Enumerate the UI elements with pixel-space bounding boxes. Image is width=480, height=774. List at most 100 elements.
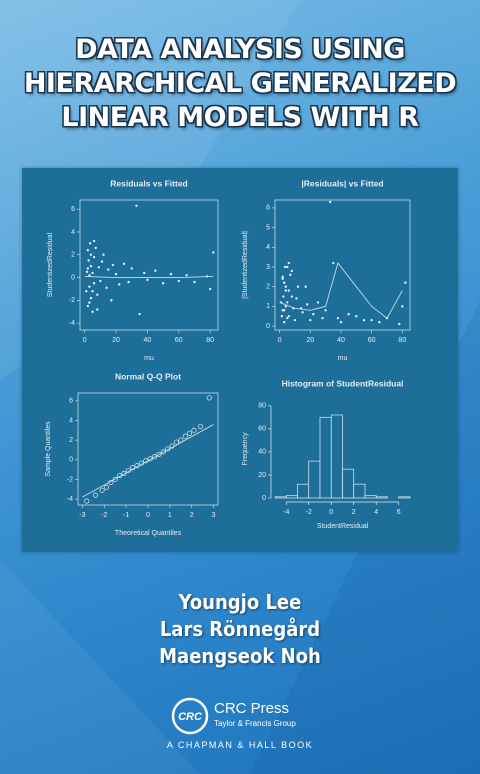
data-point (401, 305, 404, 308)
y-axis-label: StudentizedResidual (47, 232, 54, 297)
data-point (118, 283, 121, 286)
data-point (281, 309, 284, 312)
y-tick-label: -4 (69, 320, 75, 327)
y-axis-label: Sample Quantiles (45, 421, 52, 477)
chart-title: Histogram of StudentResidual (282, 378, 404, 388)
x-tick-label: 2 (190, 512, 194, 519)
y-tick-label: -4 (67, 496, 73, 503)
data-point (85, 270, 89, 274)
publisher-group: Taylor & Francis Group (214, 719, 296, 728)
data-point (290, 295, 294, 298)
x-tick-label: -1 (123, 512, 129, 519)
data-point (287, 315, 291, 318)
fit-line (279, 262, 403, 319)
data-point (97, 266, 101, 269)
y-tick-label: -2 (67, 476, 73, 483)
data-point (135, 204, 138, 207)
data-point (110, 299, 113, 302)
x-tick-label: 0 (329, 509, 333, 516)
data-point (286, 301, 289, 304)
histogram-bar (342, 468, 355, 499)
author: Maengseok Noh (159, 644, 321, 668)
y-tick-label: 4 (71, 229, 75, 236)
data-point (362, 318, 366, 322)
histogram-bar (308, 460, 321, 499)
x-tick-label: 20 (112, 337, 120, 344)
data-point (287, 289, 291, 292)
y-tick-label: 2 (266, 284, 270, 291)
data-point (114, 272, 118, 276)
data-point (206, 395, 212, 401)
data-point (283, 281, 286, 284)
data-point (146, 278, 149, 282)
data-point (306, 303, 309, 306)
data-point (88, 285, 91, 288)
data-point (86, 304, 90, 308)
y-tick-label: 0 (266, 323, 270, 330)
data-point (105, 286, 108, 290)
data-point (289, 273, 292, 277)
data-point (295, 297, 298, 300)
data-point (332, 261, 335, 265)
x-tick-label: 0 (278, 337, 282, 344)
histogram-bar (274, 496, 287, 499)
data-point (191, 427, 197, 433)
data-point (91, 310, 94, 313)
y-tick-label: -2 (69, 297, 75, 304)
x-tick-label: 60 (368, 337, 376, 344)
data-point (99, 487, 105, 493)
data-point (100, 260, 104, 263)
y-tick-label: 4 (266, 244, 270, 251)
y-tick-label: 3 (266, 264, 270, 271)
data-point (112, 476, 118, 483)
title-line: LINEAR MODELS WITH R (61, 102, 419, 133)
data-point (122, 262, 126, 266)
data-point (296, 285, 300, 288)
histogram-bar (330, 414, 343, 499)
data-point (193, 280, 196, 284)
x-tick-label: 40 (144, 337, 152, 344)
y-tick-label: 20 (258, 472, 266, 479)
data-point (89, 296, 93, 300)
x-tick-label: 6 (397, 509, 401, 516)
histogram-bar (375, 496, 388, 499)
data-point (281, 277, 284, 280)
y-tick-label: 0 (262, 495, 266, 502)
data-point (212, 251, 215, 254)
data-point (312, 313, 315, 316)
y-tick-label: 6 (71, 206, 75, 213)
data-point (130, 267, 133, 270)
data-point (92, 239, 96, 243)
y-axis-label: |StudentizedResidual| (242, 231, 249, 299)
x-tick-label: 1 (168, 512, 172, 519)
title-line: HIERARCHICAL GENERALIZED (23, 68, 457, 99)
x-axis-label: mu (144, 355, 154, 362)
x-tick-label: 2 (352, 509, 356, 516)
data-point (370, 318, 373, 322)
data-point (283, 320, 286, 324)
y-tick-label: 6 (69, 398, 73, 405)
y-tick-label: 2 (71, 252, 75, 259)
fit-line (84, 275, 214, 278)
plot-frame (274, 199, 411, 331)
data-point (187, 430, 193, 436)
data-point (161, 282, 165, 285)
data-point (152, 454, 158, 460)
logo-ring (171, 697, 209, 735)
data-point (284, 285, 287, 288)
histogram-bar (319, 416, 332, 499)
data-point (293, 318, 297, 322)
y-tick-label: 2 (69, 437, 73, 444)
data-point (398, 322, 401, 326)
data-point (102, 253, 105, 256)
x-axis-label: mu (338, 355, 348, 362)
x-axis-label: Theoretical Quantiles (115, 530, 182, 537)
y-tick-label: 1 (266, 303, 270, 310)
data-point (91, 290, 94, 293)
y-tick-label: 40 (258, 449, 266, 456)
chart-title: Normal Q-Q Plot (115, 371, 181, 381)
publisher-name: CRC Press (214, 700, 290, 717)
imprint: A CHAPMAN & HALL BOOK (166, 740, 314, 750)
data-point (309, 318, 312, 322)
